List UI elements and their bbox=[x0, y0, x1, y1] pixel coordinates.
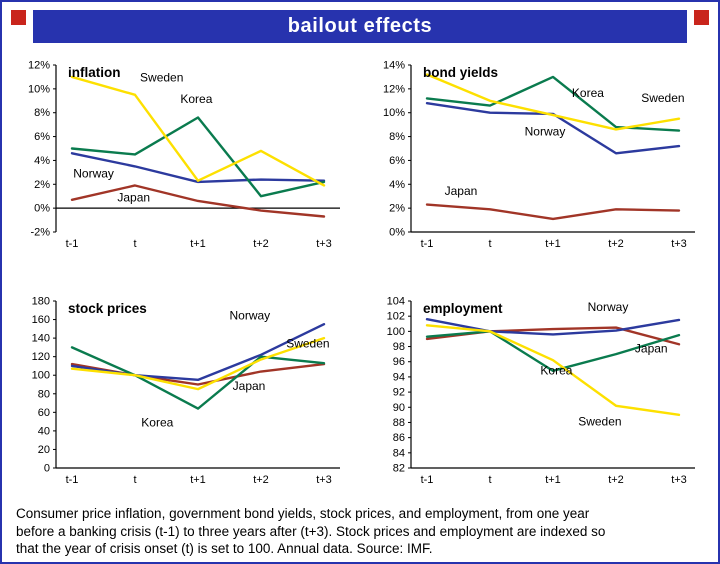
svg-text:80: 80 bbox=[37, 388, 49, 400]
svg-text:6%: 6% bbox=[34, 131, 50, 143]
svg-text:t+2: t+2 bbox=[608, 238, 624, 250]
svg-text:employment: employment bbox=[423, 301, 503, 316]
svg-text:Norway: Norway bbox=[73, 167, 114, 181]
svg-text:t-1: t-1 bbox=[65, 474, 78, 486]
svg-text:120: 120 bbox=[31, 351, 49, 363]
bond-yields-line-chart: 0% 2% 4% 6% 8% 10% 12% 14% t-1 t t+1 t+2 t+3 Korea Swe… bbox=[382, 60, 695, 250]
svg-text:t+3: t+3 bbox=[671, 474, 687, 486]
svg-text:96: 96 bbox=[392, 356, 404, 368]
svg-text:t+2: t+2 bbox=[608, 474, 624, 486]
svg-text:t: t bbox=[133, 238, 136, 250]
chart-employment: 82 84 86 88 90 92 94 96 98 100 102 104 t-1 t t+1 t+2 t+3… bbox=[371, 293, 705, 493]
svg-text:Sweden: Sweden bbox=[641, 91, 684, 105]
svg-text:12%: 12% bbox=[27, 60, 49, 72]
inflation-line-chart: -2% 0% 2% 4% 6% 8% 10% 12% t-1 t t+1 t+2 t+3 Sweden Ko… bbox=[27, 60, 340, 250]
svg-text:t+2: t+2 bbox=[253, 474, 269, 486]
svg-text:Norway: Norway bbox=[229, 309, 270, 323]
svg-text:2%: 2% bbox=[34, 179, 50, 191]
svg-text:0%: 0% bbox=[34, 203, 50, 215]
svg-text:90: 90 bbox=[392, 402, 404, 414]
svg-text:0%: 0% bbox=[389, 227, 405, 239]
decoration-square-right bbox=[694, 10, 709, 25]
svg-text:Sweden: Sweden bbox=[140, 71, 183, 85]
svg-text:88: 88 bbox=[392, 417, 404, 429]
svg-text:Norway: Norway bbox=[524, 124, 565, 138]
svg-text:Sweden: Sweden bbox=[286, 336, 329, 350]
svg-text:Sweden: Sweden bbox=[578, 414, 621, 428]
svg-text:-2%: -2% bbox=[30, 227, 50, 239]
svg-text:t-1: t-1 bbox=[65, 238, 78, 250]
svg-text:Norway: Norway bbox=[587, 300, 628, 314]
svg-text:t+3: t+3 bbox=[671, 238, 687, 250]
svg-text:100: 100 bbox=[31, 370, 49, 382]
svg-text:Korea: Korea bbox=[540, 364, 572, 378]
svg-text:84: 84 bbox=[392, 447, 404, 459]
svg-text:Korea: Korea bbox=[571, 86, 603, 100]
svg-text:0: 0 bbox=[43, 463, 49, 475]
svg-text:stock prices: stock prices bbox=[68, 301, 147, 316]
svg-text:t+1: t+1 bbox=[545, 238, 561, 250]
svg-text:2%: 2% bbox=[389, 203, 405, 215]
svg-text:6%: 6% bbox=[389, 155, 405, 167]
footnote: Consumer price inflation, government bon… bbox=[16, 505, 704, 558]
svg-text:94: 94 bbox=[392, 371, 404, 383]
decoration-square-left bbox=[11, 10, 26, 25]
svg-text:4%: 4% bbox=[34, 155, 50, 167]
svg-text:t-1: t-1 bbox=[420, 238, 433, 250]
svg-text:t+3: t+3 bbox=[316, 238, 332, 250]
chart-bond-yields: 0% 2% 4% 6% 8% 10% 12% 14% t-1 t t+1 t+2 t+3 Korea Swe… bbox=[371, 57, 705, 257]
charts-grid: -2% 0% 2% 4% 6% 8% 10% 12% t-1 t t+1 t+2 t+3 Sweden Ko… bbox=[2, 57, 718, 493]
svg-text:8%: 8% bbox=[389, 131, 405, 143]
svg-text:bond yields: bond yields bbox=[423, 65, 498, 80]
svg-text:180: 180 bbox=[31, 296, 49, 308]
svg-text:t+1: t+1 bbox=[190, 238, 206, 250]
svg-text:Japan: Japan bbox=[117, 191, 150, 205]
svg-text:10%: 10% bbox=[27, 83, 49, 95]
svg-text:Japan: Japan bbox=[444, 184, 477, 198]
svg-text:40: 40 bbox=[37, 425, 49, 437]
svg-text:t+1: t+1 bbox=[545, 474, 561, 486]
svg-text:12%: 12% bbox=[382, 83, 404, 95]
svg-text:Korea: Korea bbox=[180, 92, 212, 106]
svg-text:t: t bbox=[488, 474, 491, 486]
chart-stock-prices: 0 20 40 60 80 100 120 140 160 180 t-1 t t+1 t+2 t+3 Nor… bbox=[16, 293, 350, 493]
svg-text:8%: 8% bbox=[34, 107, 50, 119]
svg-text:60: 60 bbox=[37, 407, 49, 419]
svg-text:t-1: t-1 bbox=[420, 474, 433, 486]
svg-text:98: 98 bbox=[392, 341, 404, 353]
stock-prices-line-chart: 0 20 40 60 80 100 120 140 160 180 t-1 t t+1 t+2 t+3 Nor… bbox=[31, 296, 340, 486]
svg-text:160: 160 bbox=[31, 314, 49, 326]
svg-text:14%: 14% bbox=[382, 60, 404, 72]
svg-text:t+2: t+2 bbox=[253, 238, 269, 250]
svg-text:100: 100 bbox=[386, 326, 404, 338]
svg-text:Japan: Japan bbox=[634, 342, 667, 356]
svg-text:Japan: Japan bbox=[232, 379, 265, 393]
employment-line-chart: 82 84 86 88 90 92 94 96 98 100 102 104 t-1 t t+1 t+2 t+3… bbox=[386, 296, 695, 486]
svg-text:inflation: inflation bbox=[68, 65, 121, 80]
footnote-line-2: before a banking crisis (t-1) to three y… bbox=[16, 523, 606, 539]
svg-text:102: 102 bbox=[386, 311, 404, 323]
header: bailout effects bbox=[11, 10, 709, 43]
svg-text:10%: 10% bbox=[382, 107, 404, 119]
svg-text:86: 86 bbox=[392, 432, 404, 444]
svg-text:t: t bbox=[488, 238, 491, 250]
svg-text:t+3: t+3 bbox=[316, 474, 332, 486]
footnote-line-3: that the year of crisis onset (t) is set… bbox=[16, 541, 433, 557]
svg-text:92: 92 bbox=[392, 387, 404, 399]
svg-text:140: 140 bbox=[31, 333, 49, 345]
svg-text:t: t bbox=[133, 474, 136, 486]
svg-text:4%: 4% bbox=[389, 179, 405, 191]
chart-inflation: -2% 0% 2% 4% 6% 8% 10% 12% t-1 t t+1 t+2 t+3 Sweden Ko… bbox=[16, 57, 350, 257]
svg-text:t+1: t+1 bbox=[190, 474, 206, 486]
title-bar: bailout effects bbox=[33, 10, 687, 43]
page-title: bailout effects bbox=[287, 15, 433, 37]
svg-text:20: 20 bbox=[37, 444, 49, 456]
svg-text:104: 104 bbox=[386, 296, 404, 308]
svg-text:Korea: Korea bbox=[141, 415, 173, 429]
svg-text:82: 82 bbox=[392, 463, 404, 475]
footnote-line-1: Consumer price inflation, government bon… bbox=[16, 506, 590, 521]
